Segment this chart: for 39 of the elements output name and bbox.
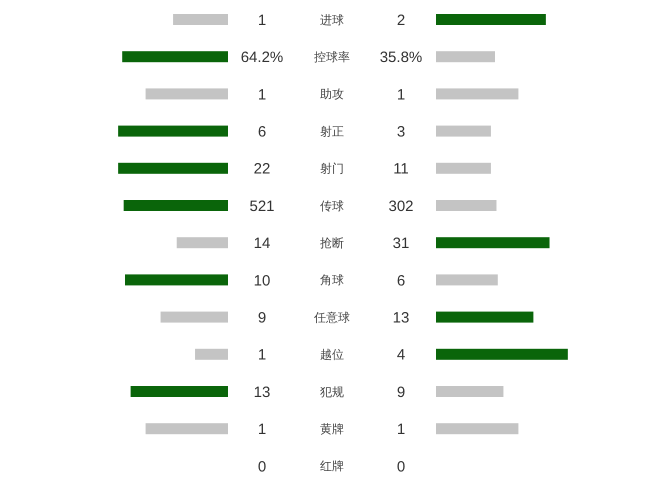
y-tick-label: 射门 <box>320 162 344 176</box>
data-label: 0 <box>396 458 406 476</box>
data-label: 6 <box>258 124 266 140</box>
data-label: 31 <box>392 235 410 252</box>
y-tick-label: 黄牌 <box>320 422 344 436</box>
data-label: 1 <box>258 421 266 438</box>
data-label: 1 <box>258 86 266 104</box>
data-label: 1 <box>396 421 406 438</box>
y-tick-label: 抢断 <box>320 236 344 250</box>
data-label: 22 <box>254 160 270 178</box>
data-label: 1 <box>396 86 406 104</box>
data-label: 10 <box>254 272 270 290</box>
data-label: 2 <box>396 12 406 29</box>
y-tick-label: 越位 <box>320 348 344 362</box>
data-label: 11 <box>393 160 409 178</box>
data-label: 1 <box>258 12 266 29</box>
data-label: 1 <box>258 346 266 364</box>
data-label: 0 <box>258 458 266 476</box>
data-label: 4 <box>396 346 406 364</box>
y-tick-label: 射正 <box>320 124 344 138</box>
data-label: 35.8% <box>380 49 422 66</box>
y-tick-label: 角球 <box>320 273 344 288</box>
y-tick-label: 控球率 <box>314 50 350 64</box>
data-label: 3 <box>396 124 406 140</box>
data-label: 302 <box>388 198 414 215</box>
y-tick-label: 任意球 <box>313 310 350 324</box>
data-label: 521 <box>249 198 275 215</box>
data-label: 64.2% <box>240 49 284 66</box>
data-label: 13 <box>254 384 270 401</box>
y-tick-label: 传球 <box>320 198 344 213</box>
y-tick-label: 助攻 <box>320 87 344 102</box>
y-tick-label: 犯规 <box>320 384 344 399</box>
category-label: 红牌 <box>320 459 344 474</box>
data-label: 6 <box>396 272 406 290</box>
data-label: 13 <box>392 310 410 326</box>
data-label: 9 <box>258 310 266 326</box>
data-label: 14 <box>254 235 270 252</box>
data-label: 9 <box>396 384 406 401</box>
y-tick-label: 进球 <box>320 12 344 27</box>
